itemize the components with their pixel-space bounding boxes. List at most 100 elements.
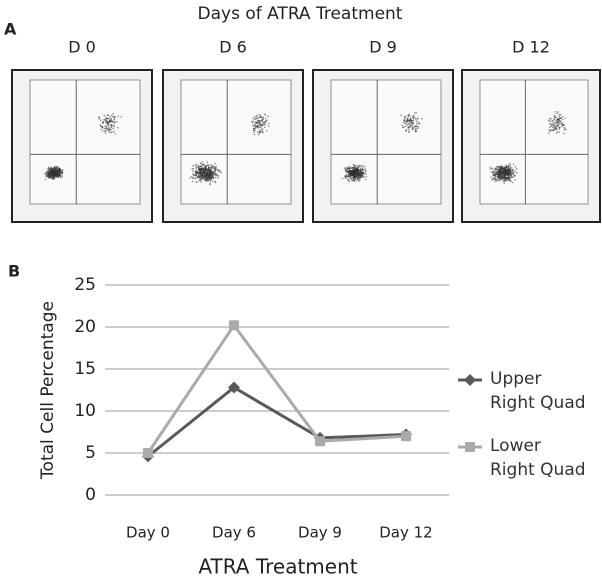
cell-dot [343, 167, 346, 169]
cell-dot [553, 114, 556, 117]
cell-dot [113, 130, 115, 133]
cell-dot [364, 165, 366, 168]
cell-dot [255, 116, 258, 118]
cell-dot [54, 167, 57, 169]
cell-dot [554, 111, 557, 113]
cell-dot [508, 168, 510, 171]
cell-dot [55, 169, 58, 172]
cell-dot [49, 172, 52, 174]
y-tick-label: 5 [85, 443, 96, 463]
cell-dot [203, 173, 206, 176]
cell-dot [263, 126, 266, 129]
cell-dot [514, 170, 516, 173]
cell-dot [208, 164, 210, 166]
cell-dot [357, 169, 360, 171]
cell-dot [507, 179, 510, 181]
cell-dot [212, 176, 214, 179]
cell-dot [262, 130, 264, 133]
cell-dot [365, 173, 368, 175]
plot-label: D 9 [369, 38, 397, 57]
cell-dot [257, 133, 260, 136]
cell-dot [205, 176, 208, 179]
cell-dot [50, 175, 52, 178]
cell-dot [50, 177, 52, 179]
cell-dot [558, 131, 561, 133]
cell-dot [501, 178, 504, 180]
cell-dot [555, 119, 557, 122]
cell-dot [353, 176, 356, 178]
cell-dot [210, 164, 212, 166]
cell-dot [206, 161, 209, 163]
cell-dot [504, 173, 506, 176]
cell-dot [495, 172, 498, 175]
cell-dot [555, 125, 557, 128]
cell-dot [107, 121, 109, 124]
cell-dot [258, 130, 261, 132]
cell-dot [260, 119, 263, 122]
cell-dot [404, 125, 407, 128]
cell-dot [402, 121, 405, 124]
cell-dot [364, 170, 367, 173]
x-axis-title: ATRA Treatment [198, 555, 357, 579]
cell-dot [49, 169, 51, 172]
cell-dot [45, 174, 48, 176]
cell-dot [509, 167, 512, 170]
cell-dot [263, 121, 266, 124]
cell-dot [553, 115, 556, 118]
cell-dot [255, 125, 257, 128]
cell-dot [215, 165, 217, 168]
cell-dot [115, 121, 118, 123]
x-tick-label: Day 6 [212, 524, 256, 542]
cell-dot [58, 174, 60, 177]
cell-dot [509, 178, 512, 181]
cell-dot [409, 122, 412, 124]
cell-dot [497, 166, 500, 168]
cell-dot [413, 115, 416, 117]
cell-dot [201, 170, 203, 172]
cell-dot [113, 118, 115, 121]
cell-dot [548, 120, 551, 122]
cell-dot [203, 174, 206, 177]
cell-dot [266, 129, 268, 132]
cell-dot [510, 167, 513, 169]
cell-dot [98, 116, 100, 118]
cell-dot [365, 175, 368, 178]
cell-dot [210, 168, 212, 171]
cell-dot [509, 170, 512, 172]
cell-dot [219, 169, 222, 172]
cell-dot [191, 180, 194, 183]
cell-dot [109, 119, 111, 121]
cell-dot [264, 123, 267, 125]
cell-dot [200, 176, 202, 179]
cell-dot [194, 164, 197, 167]
cell-dot [110, 117, 112, 120]
cell-dot [48, 175, 51, 177]
cell-dot [357, 166, 359, 169]
cell-dot [497, 171, 500, 174]
cell-dot [106, 121, 108, 124]
cell-dot [207, 179, 209, 182]
cell-dot [361, 176, 364, 179]
y-tick-label: 10 [74, 401, 96, 421]
cell-dot [514, 174, 516, 177]
cell-dot [216, 173, 218, 175]
cell-dot [45, 172, 47, 175]
cell-dot [264, 113, 266, 116]
cell-dot [344, 174, 347, 177]
cell-dot [101, 126, 103, 128]
cell-dot [202, 167, 204, 170]
cell-dot [214, 173, 216, 175]
cell-dot [409, 120, 412, 123]
cell-dot [208, 174, 210, 176]
cell-dot [496, 177, 499, 180]
cell-dot [204, 167, 207, 170]
cell-dot [505, 166, 508, 169]
cell-dot [551, 120, 553, 122]
cell-dot [353, 171, 356, 174]
cell-dot [407, 114, 409, 117]
legend-label: Upper Right Quad [490, 369, 586, 413]
marker [229, 320, 239, 331]
cell-dot [200, 162, 202, 165]
cell-dot [501, 170, 503, 172]
cell-dot [114, 133, 116, 135]
